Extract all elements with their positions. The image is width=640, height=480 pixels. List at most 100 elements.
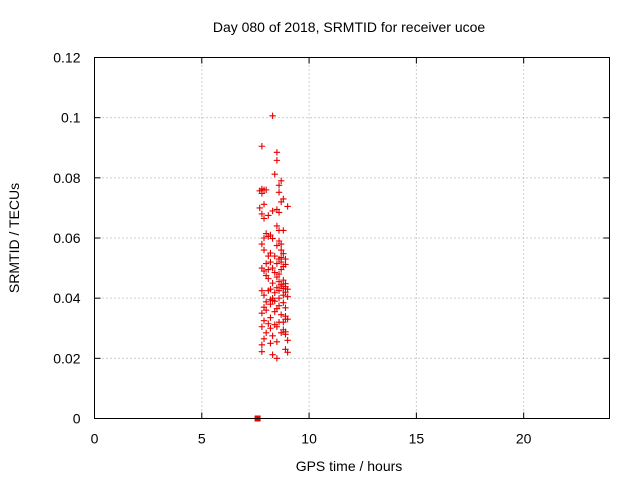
data-point bbox=[260, 267, 268, 275]
data-point bbox=[269, 279, 276, 287]
x-axis-title: GPS time / hours bbox=[296, 458, 403, 474]
data-point bbox=[267, 314, 274, 321]
data-point bbox=[280, 291, 287, 299]
data-point bbox=[277, 246, 285, 254]
data-point bbox=[280, 299, 287, 306]
data-point bbox=[271, 269, 278, 276]
data-point bbox=[267, 325, 274, 332]
data-point bbox=[269, 207, 276, 215]
data-point bbox=[271, 171, 278, 178]
data-point bbox=[269, 351, 276, 358]
x-tick-label: 10 bbox=[301, 431, 317, 447]
data-point bbox=[280, 250, 287, 257]
data-point bbox=[273, 355, 281, 362]
data-point bbox=[273, 260, 281, 267]
axis-ticks bbox=[94, 57, 610, 419]
data-point bbox=[260, 201, 268, 208]
data-point bbox=[271, 308, 278, 315]
y-tick-label: 0.02 bbox=[53, 350, 80, 366]
data-point bbox=[265, 212, 272, 219]
grid bbox=[94, 57, 610, 419]
data-point bbox=[267, 300, 274, 308]
data-point bbox=[277, 198, 285, 206]
data-point bbox=[275, 209, 283, 216]
data-point bbox=[284, 293, 291, 300]
x-axis-tick-labels: 0 5 10 15 20 bbox=[91, 431, 532, 447]
data-point bbox=[284, 337, 291, 344]
data-point bbox=[282, 331, 289, 338]
data-point bbox=[260, 215, 268, 222]
data-point bbox=[269, 112, 276, 120]
data-point bbox=[258, 341, 266, 348]
data-point bbox=[273, 157, 281, 164]
data-point bbox=[277, 177, 285, 185]
data-point bbox=[269, 332, 276, 339]
data-point bbox=[265, 320, 272, 327]
y-axis-title: SRMTID / TECUs bbox=[6, 183, 22, 293]
data-point bbox=[284, 316, 291, 323]
data-point bbox=[265, 266, 272, 273]
plot-frame bbox=[94, 57, 610, 419]
data-point bbox=[273, 149, 281, 156]
data-point bbox=[267, 258, 274, 266]
data-point bbox=[267, 340, 274, 347]
data-series-srmtid bbox=[254, 112, 291, 422]
data-point bbox=[265, 287, 272, 294]
data-point bbox=[258, 310, 266, 317]
data-point bbox=[262, 307, 270, 314]
y-tick-label: 0.12 bbox=[53, 50, 80, 66]
data-point bbox=[277, 240, 285, 248]
data-point bbox=[265, 233, 272, 240]
data-point bbox=[262, 186, 270, 194]
data-point bbox=[256, 204, 263, 212]
y-tick-label: 0 bbox=[73, 411, 81, 427]
data-point bbox=[260, 291, 268, 299]
data-point bbox=[280, 319, 287, 326]
y-tick-label: 0.04 bbox=[53, 290, 80, 306]
data-point bbox=[262, 298, 270, 305]
data-point bbox=[260, 335, 268, 342]
data-point bbox=[277, 329, 285, 336]
data-point bbox=[265, 252, 272, 260]
data-point bbox=[269, 235, 276, 242]
data-point bbox=[258, 143, 266, 150]
data-point bbox=[275, 189, 283, 196]
data-point bbox=[273, 222, 281, 230]
data-point bbox=[284, 203, 291, 210]
data-point bbox=[258, 240, 266, 248]
x-tick-label: 20 bbox=[516, 431, 532, 447]
data-point bbox=[260, 317, 268, 324]
chart-title: Day 080 of 2018, SRMTID for receiver uco… bbox=[213, 19, 486, 35]
data-point bbox=[280, 285, 287, 292]
data-point bbox=[258, 210, 266, 218]
data-point bbox=[258, 190, 266, 197]
x-tick-label: 5 bbox=[198, 431, 206, 447]
x-tick-label: 0 bbox=[91, 431, 99, 447]
data-point bbox=[271, 252, 278, 260]
data-point bbox=[260, 246, 268, 254]
y-tick-label: 0.08 bbox=[53, 170, 80, 186]
data-point bbox=[277, 266, 285, 273]
data-point bbox=[273, 338, 281, 345]
data-point bbox=[275, 182, 283, 189]
data-point bbox=[271, 289, 278, 296]
data-point bbox=[258, 348, 266, 355]
y-tick-label: 0.06 bbox=[53, 230, 80, 246]
data-point bbox=[275, 294, 283, 302]
x-tick-label: 15 bbox=[409, 431, 425, 447]
data-point bbox=[277, 258, 285, 266]
data-point bbox=[282, 304, 289, 311]
data-point bbox=[282, 255, 289, 263]
data-point bbox=[258, 287, 266, 294]
data-point bbox=[277, 311, 285, 318]
data-point bbox=[260, 234, 268, 242]
data-point bbox=[265, 275, 272, 282]
y-tick-label: 0.1 bbox=[61, 110, 81, 126]
data-point bbox=[262, 329, 270, 336]
data-point bbox=[258, 323, 266, 330]
data-point bbox=[273, 273, 281, 281]
data-point bbox=[271, 297, 278, 305]
data-point bbox=[275, 287, 283, 294]
data-point bbox=[269, 264, 276, 272]
